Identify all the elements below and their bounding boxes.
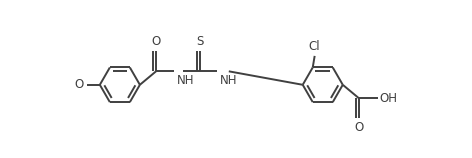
Text: O: O xyxy=(354,121,363,134)
Text: NH: NH xyxy=(220,74,237,87)
Text: Cl: Cl xyxy=(309,40,320,53)
Text: NH: NH xyxy=(177,74,194,87)
Text: OH: OH xyxy=(380,92,398,105)
Text: O: O xyxy=(75,78,84,91)
Text: S: S xyxy=(196,35,203,48)
Text: O: O xyxy=(152,35,160,48)
